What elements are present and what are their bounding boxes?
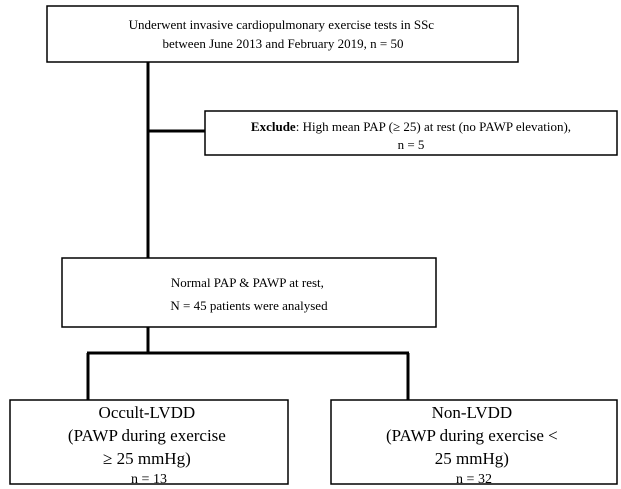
text-line: (PAWP during exercise < — [386, 426, 558, 445]
screening-text: Underwent invasive cardiopulmonary exerc… — [129, 17, 438, 51]
text-line: Non-LVDD — [432, 403, 513, 422]
text-line: Occult-LVDD — [99, 403, 196, 422]
text-line: n = 32 — [456, 472, 492, 487]
text-line: Normal PAP & PAWP at rest, — [171, 275, 324, 290]
screening-box — [46, 5, 519, 63]
non-lvdd-box — [330, 399, 618, 485]
occult-lvdd-box — [9, 399, 289, 485]
text-line: between June 2013 and February 2019, n =… — [163, 36, 404, 51]
text-line: N = 45 patients were analysed — [170, 298, 328, 313]
non-lvdd-text: Non-LVDD (PAWP during exercise < 25 mmHg… — [386, 403, 562, 487]
text-line: (PAWP during exercise — [68, 426, 226, 445]
exclusion-box — [204, 110, 618, 156]
text-line: n = 13 — [131, 472, 167, 487]
analysed-box — [61, 257, 437, 328]
text-line: : High mean PAP (≥ 25) at rest (no PAWP … — [296, 119, 571, 134]
text-line: n = 5 — [398, 137, 425, 152]
occult-lvdd-text: Occult-LVDD (PAWP during exercise ≥ 25 m… — [68, 403, 230, 487]
text-line: 25 mmHg) — [435, 449, 509, 468]
exclusion-text: Exclude: High mean PAP (≥ 25) at rest (n… — [251, 119, 571, 134]
text-line: Underwent invasive cardiopulmonary exerc… — [129, 17, 435, 32]
exclusion-label: Exclude — [251, 119, 296, 134]
analysed-text: Normal PAP & PAWP at rest, N = 45 patien… — [170, 275, 328, 313]
text-line: ≥ 25 mmHg) — [103, 449, 191, 468]
